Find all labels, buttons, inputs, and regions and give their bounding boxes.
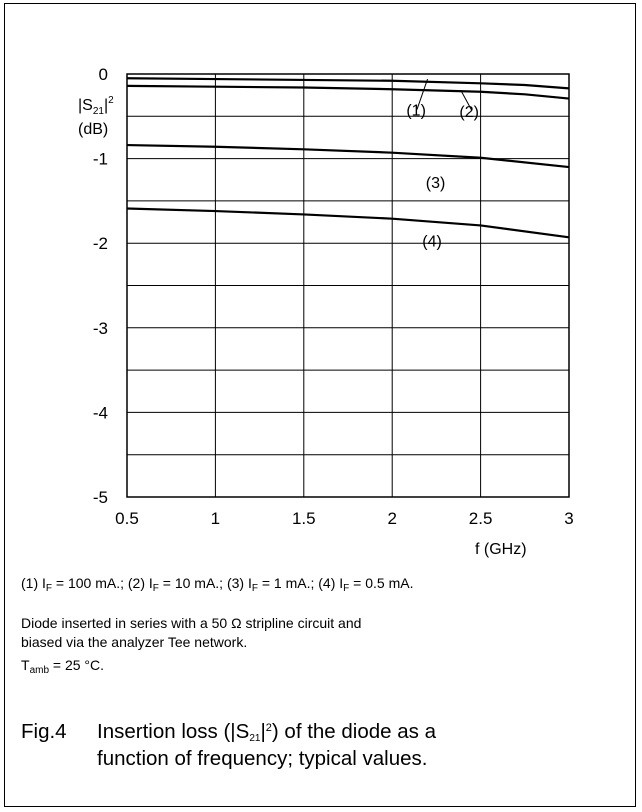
temperature-note: Tamb = 25 °C. bbox=[21, 657, 105, 676]
figure-frame bbox=[4, 3, 636, 807]
y-tick-label: -2 bbox=[93, 234, 108, 253]
series-line bbox=[126, 207, 570, 239]
legend-note: (1) IF = 100 mA.; (2) IF = 10 mA.; (3) I… bbox=[21, 575, 414, 594]
x-tick-label: 2 bbox=[387, 509, 396, 528]
grid bbox=[127, 74, 569, 497]
x-tick-label: 0.5 bbox=[115, 509, 139, 528]
y-tick-label: -4 bbox=[93, 403, 108, 422]
series-line bbox=[126, 84, 570, 100]
series-lines bbox=[126, 77, 570, 239]
x-axis-label: f (GHz) bbox=[475, 541, 527, 558]
series-label: (1) bbox=[406, 102, 426, 119]
x-tick-label: 3 bbox=[564, 509, 573, 528]
figure-caption: Insertion loss (|S21|2) of the diode as … bbox=[97, 720, 437, 770]
circuit-note: Diode inserted in series with a 50 Ω str… bbox=[21, 615, 362, 650]
series-label-leader bbox=[460, 90, 473, 111]
axes bbox=[126, 73, 570, 498]
figure-number: Fig.4 bbox=[21, 720, 67, 743]
series-line bbox=[126, 143, 570, 169]
series-label-leader bbox=[416, 78, 429, 110]
y-axis-label-sup: 2 bbox=[108, 95, 114, 106]
insertion-loss-chart: 0.5 1 1.5 2 2.5 3 0 -1 -2 -3 -4 -5 (1) (2) (3) (4) f (… bbox=[78, 65, 574, 558]
y-axis-label-sub: 21 bbox=[93, 106, 105, 117]
tick-labels: 0.5 1 1.5 2 2.5 3 0 -1 -2 -3 -4 -5 bbox=[93, 65, 574, 528]
series-label: (2) bbox=[459, 104, 479, 121]
series-label: (3) bbox=[426, 175, 446, 192]
y-axis-label-s: |S bbox=[78, 97, 93, 114]
x-tick-label: 1.5 bbox=[292, 509, 316, 528]
plot-border bbox=[126, 73, 570, 498]
y-tick-label: -5 bbox=[93, 488, 108, 507]
series-line bbox=[126, 77, 570, 90]
x-tick-label: 1 bbox=[211, 509, 220, 528]
y-axis-label: |S21|2 bbox=[78, 95, 114, 117]
x-tick-label: 2.5 bbox=[469, 509, 493, 528]
y-tick-label: -1 bbox=[93, 150, 108, 169]
series-label: (4) bbox=[422, 234, 442, 251]
y-tick-label: 0 bbox=[99, 65, 108, 84]
y-axis-label-bar: | bbox=[104, 97, 108, 114]
series-labels: (1) (2) (3) (4) bbox=[406, 78, 479, 251]
y-axis-unit: (dB) bbox=[78, 121, 108, 138]
y-tick-label: -3 bbox=[93, 319, 108, 338]
